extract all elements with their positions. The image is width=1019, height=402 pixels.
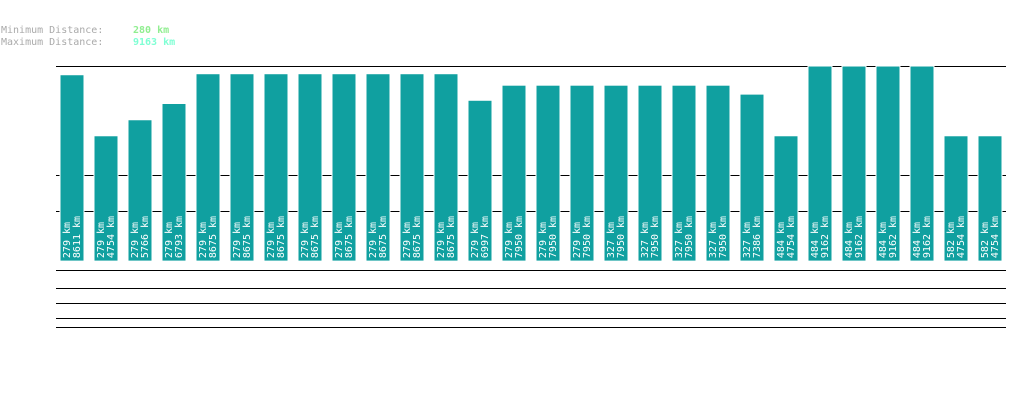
- bar-max-label: 4754 km: [106, 216, 117, 258]
- bar: [229, 73, 255, 262]
- bar-max-label: 5766 km: [140, 216, 151, 258]
- bar-min-label: 484 km: [844, 222, 855, 258]
- bar-min-label: 279 km: [198, 222, 209, 258]
- bar: [535, 84, 561, 262]
- bar-max-label: 7950 km: [718, 216, 729, 258]
- min-distance-value: 280 km: [133, 25, 170, 36]
- bar: [773, 135, 799, 262]
- bar: [637, 84, 663, 262]
- bar: [501, 84, 527, 262]
- bar: [671, 84, 697, 262]
- bar-max-label: 8675 km: [378, 216, 389, 258]
- bar-min-label: 484 km: [878, 222, 889, 258]
- bar: [331, 73, 357, 262]
- bar-max-label: 7950 km: [616, 216, 627, 258]
- bar-max-label: 9162 km: [820, 216, 831, 258]
- bar: [161, 103, 187, 262]
- bar: [433, 73, 459, 262]
- bar-max-label: 8675 km: [276, 216, 287, 258]
- bar: [93, 135, 119, 262]
- distance-summary: Minimum Distance: 280 km Maximum Distance…: [1, 25, 175, 49]
- bar: [603, 84, 629, 262]
- bar-max-label: 8675 km: [344, 216, 355, 258]
- bar: [127, 119, 153, 262]
- bar-max-label: 7950 km: [582, 216, 593, 258]
- bar-max-label: 4754 km: [786, 216, 797, 258]
- bar-max-label: 7950 km: [684, 216, 695, 258]
- bar-min-label: 327 km: [606, 222, 617, 258]
- min-distance-label: Minimum Distance:: [1, 25, 104, 36]
- bar-max-label: 9162 km: [854, 216, 865, 258]
- bar: [909, 65, 935, 262]
- bar-max-label: 8675 km: [412, 216, 423, 258]
- bar-max-label: 8675 km: [242, 216, 253, 258]
- max-distance-label: Maximum Distance:: [1, 37, 104, 48]
- max-distance-row: Maximum Distance: 9163 km: [1, 37, 175, 49]
- bar-min-label: 279 km: [96, 222, 107, 258]
- bar-max-label: 8675 km: [310, 216, 321, 258]
- bar-max-label: 7386 km: [752, 216, 763, 258]
- bar-max-label: 8675 km: [208, 216, 219, 258]
- bar-max-label: 4754 km: [956, 216, 967, 258]
- bar: [841, 65, 867, 262]
- bar-min-label: 279 km: [300, 222, 311, 258]
- bar: [59, 74, 85, 262]
- bar: [977, 135, 1003, 262]
- bar-min-label: 279 km: [402, 222, 413, 258]
- bar-min-label: 327 km: [640, 222, 651, 258]
- bar-max-label: 6793 km: [174, 216, 185, 258]
- bar-max-label: 8675 km: [446, 216, 457, 258]
- bar-min-label: 279 km: [538, 222, 549, 258]
- bar-max-label: 7950 km: [514, 216, 525, 258]
- bar: [263, 73, 289, 262]
- bar-min-label: 327 km: [742, 222, 753, 258]
- bar-min-label: 279 km: [572, 222, 583, 258]
- bar: [195, 73, 221, 262]
- bar-min-label: 279 km: [62, 222, 73, 258]
- bar-min-label: 279 km: [232, 222, 243, 258]
- bar-min-label: 279 km: [436, 222, 447, 258]
- bar-min-label: 484 km: [776, 222, 787, 258]
- bar-max-label: 7950 km: [650, 216, 661, 258]
- bar: [739, 93, 765, 262]
- bar-max-label: 9162 km: [922, 216, 933, 258]
- bar-min-label: 582 km: [946, 222, 957, 258]
- bar-max-label: 4754 km: [990, 216, 1001, 258]
- bar-min-label: 279 km: [164, 222, 175, 258]
- bar-min-label: 327 km: [708, 222, 719, 258]
- bar: [807, 65, 833, 262]
- bar-max-label: 9162 km: [888, 216, 899, 258]
- bar: [875, 65, 901, 262]
- bar-min-label: 279 km: [266, 222, 277, 258]
- bar-max-label: 6997 km: [480, 216, 491, 258]
- bar-min-label: 279 km: [504, 222, 515, 258]
- bar-min-label: 484 km: [912, 222, 923, 258]
- bar: [569, 84, 595, 262]
- bar-min-label: 279 km: [130, 222, 141, 258]
- bar: [399, 73, 425, 262]
- bar: [297, 73, 323, 262]
- bar: [705, 84, 731, 262]
- bar-min-label: 279 km: [368, 222, 379, 258]
- min-distance-row: Minimum Distance: 280 km: [1, 25, 175, 37]
- bar-max-label: 8611 km: [72, 216, 83, 258]
- bar-max-label: 7950 km: [548, 216, 559, 258]
- bar-min-label: 484 km: [810, 222, 821, 258]
- bar-min-label: 279 km: [334, 222, 345, 258]
- bar-min-label: 327 km: [674, 222, 685, 258]
- bar: [943, 135, 969, 262]
- bar: [365, 73, 391, 262]
- max-distance-value: 9163 km: [133, 37, 176, 48]
- bar: [467, 99, 493, 262]
- bar-min-label: 582 km: [980, 222, 991, 258]
- bar-min-label: 279 km: [470, 222, 481, 258]
